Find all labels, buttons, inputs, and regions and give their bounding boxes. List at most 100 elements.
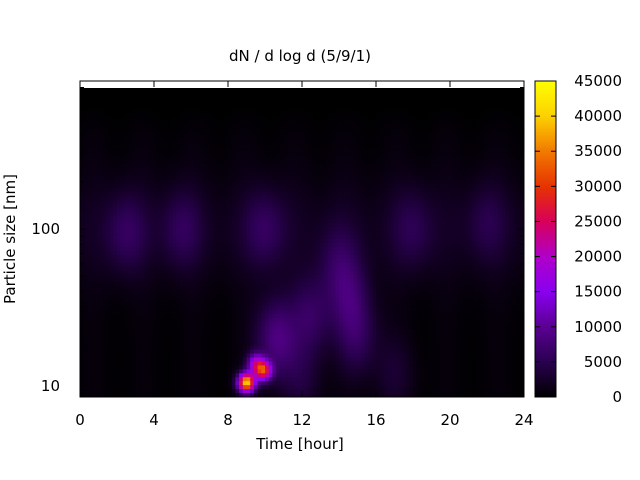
heatmap-cell — [346, 140, 351, 145]
heatmap-cell — [376, 203, 381, 208]
heatmap-cell — [490, 239, 495, 244]
heatmap-cell — [250, 235, 255, 240]
heatmap-cell — [316, 227, 321, 232]
heatmap-cell — [324, 116, 329, 121]
heatmap-cell — [475, 227, 480, 232]
heatmap-cell — [235, 207, 240, 212]
heatmap-cell — [80, 199, 85, 204]
heatmap-cell — [198, 160, 203, 165]
heatmap-cell — [283, 223, 288, 228]
heatmap-cell — [327, 128, 332, 133]
heatmap-cell — [487, 167, 492, 173]
heatmap-cell — [298, 132, 303, 137]
heatmap-cell — [472, 112, 477, 117]
heatmap-cell — [228, 156, 233, 161]
heatmap-cell — [368, 96, 373, 102]
heatmap-cell — [209, 96, 214, 102]
heatmap-cell — [91, 112, 96, 117]
heatmap-cell — [383, 219, 388, 224]
heatmap-cell — [427, 211, 432, 216]
heatmap-cell — [305, 112, 310, 117]
heatmap-cell — [357, 231, 362, 236]
heatmap-cell — [431, 100, 436, 106]
heatmap-cell — [131, 144, 136, 149]
heatmap-cell — [235, 100, 240, 106]
heatmap-cell — [398, 211, 403, 216]
heatmap-cell — [179, 88, 184, 94]
heatmap-cell — [242, 120, 247, 125]
heatmap-cell — [246, 219, 251, 224]
heatmap-cell — [372, 116, 377, 121]
heatmap-cell — [124, 199, 129, 204]
heatmap-cell — [113, 187, 118, 192]
heatmap-cell — [512, 160, 517, 165]
heatmap-cell — [235, 136, 240, 141]
heatmap-cell — [298, 199, 303, 204]
heatmap-cell — [235, 92, 240, 98]
heatmap-cell — [472, 195, 477, 200]
heatmap-cell — [250, 171, 255, 177]
heatmap-cell — [494, 203, 499, 208]
heatmap-cell — [235, 242, 240, 248]
heatmap-cell — [401, 108, 406, 113]
heatmap-cell — [202, 136, 207, 141]
heatmap-cell — [364, 183, 369, 189]
heatmap-cell — [205, 175, 210, 181]
heatmap-cell — [272, 128, 277, 133]
heatmap-cell — [468, 100, 473, 106]
heatmap-cell — [128, 144, 133, 149]
heatmap-cell — [228, 179, 233, 185]
heatmap-cell — [464, 100, 469, 106]
heatmap-cell — [475, 203, 480, 208]
heatmap-cell — [409, 92, 414, 98]
heatmap-cell — [472, 88, 477, 94]
heatmap-cell — [494, 112, 499, 117]
heatmap-cell — [498, 199, 503, 204]
heatmap-cell — [242, 187, 247, 192]
heatmap-cell — [135, 140, 140, 145]
heatmap-cell — [442, 136, 447, 141]
heatmap-cell — [453, 100, 458, 106]
heatmap-cell — [413, 203, 418, 208]
heatmap-cell — [205, 136, 210, 141]
heatmap-cell — [94, 242, 99, 248]
heatmap-cell — [117, 152, 122, 157]
heatmap-cell — [287, 156, 292, 161]
heatmap-cell — [265, 191, 270, 196]
heatmap-cell — [438, 92, 443, 98]
heatmap-cell — [416, 179, 421, 185]
heatmap-cell — [490, 227, 495, 232]
heatmap-cell — [509, 199, 514, 204]
heatmap-cell — [128, 120, 133, 125]
heatmap-cell — [176, 156, 181, 161]
heatmap-cell — [131, 231, 136, 236]
heatmap-cell — [409, 219, 414, 224]
heatmap-cell — [287, 128, 292, 133]
heatmap-cell — [342, 215, 347, 220]
heatmap-cell — [442, 144, 447, 149]
heatmap-cell — [490, 160, 495, 165]
heatmap-cell — [257, 104, 262, 110]
heatmap-cell — [464, 88, 469, 94]
heatmap-cell — [361, 88, 366, 94]
heatmap-cell — [512, 203, 517, 208]
heatmap-cell — [487, 92, 492, 98]
heatmap-cell — [305, 120, 310, 125]
heatmap-cell — [102, 171, 107, 177]
heatmap-cell — [372, 88, 377, 94]
heatmap-cell — [261, 96, 266, 102]
heatmap-cell — [213, 242, 218, 248]
heatmap-cell — [94, 100, 99, 106]
heatmap-cell — [450, 163, 455, 169]
heatmap-cell — [387, 239, 392, 244]
heatmap-cell — [501, 152, 506, 157]
heatmap-cell — [390, 104, 395, 110]
heatmap-cell — [390, 132, 395, 137]
heatmap-cell — [94, 191, 99, 196]
heatmap-cell — [368, 108, 373, 113]
heatmap-cell — [253, 227, 258, 232]
heatmap-cell — [183, 223, 188, 228]
heatmap-cell — [309, 128, 314, 133]
heatmap-cell — [442, 148, 447, 153]
heatmap-cell — [87, 88, 92, 94]
